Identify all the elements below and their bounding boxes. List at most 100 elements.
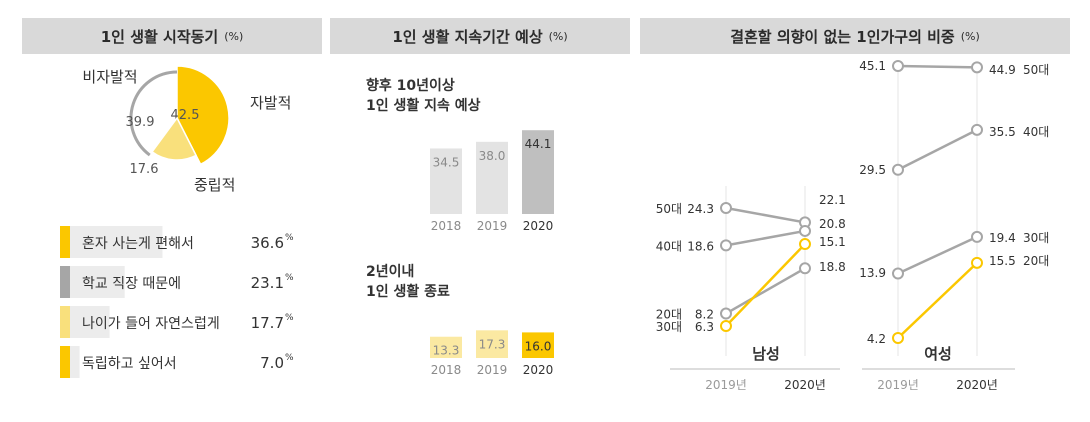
series-point [799,262,811,275]
bar-value-label: 23.1 [251,274,284,292]
x-axis-label: 2020년 [784,378,826,392]
series-point [892,267,904,280]
series-name-label: 50대 [656,202,682,216]
series-point [892,163,904,176]
point-value-label: 18.6 [687,239,714,253]
series-point [720,202,732,214]
panel3-title: 결혼할 의향이 없는 1인가구의 비중 [730,27,955,46]
panel1-unit: (%) [224,29,244,43]
duration-short-title-line1: 2년이내 [366,264,415,280]
series-line [897,261,978,339]
series-name-label: 40대 [656,239,682,253]
x-axis-label: 2019년 [705,378,747,392]
column-bar [522,332,554,358]
duration-long-bar-chart: 34.5 2018 38.0 2019 44.1 2020 [430,130,554,233]
column-bar [522,130,554,214]
duration-short-title-line2: 1인 생활 종료 [366,284,450,300]
bar-category-label: 나이가 들어 자연스럽게 [82,316,220,332]
x-axis-label: 2020년 [956,378,998,392]
duration-short-bar-chart: 13.3 2018 17.3 2019 16.0 2020 [430,330,554,377]
bar-value-suffix: % [285,273,294,283]
series-line [897,64,978,69]
bar-value-suffix: % [285,233,294,243]
bar-background [60,266,125,298]
series-point [971,256,983,269]
panel3-unit: (%) [960,29,980,43]
duration-long-title-line1: 향후 10년이상 [366,78,455,94]
column-category-label: 2018 [431,219,462,233]
column-value-label: 44.1 [525,137,552,151]
series-line [897,128,978,171]
panel1-header: 1인 생활 시작동기 (%) [22,18,322,54]
point-value-label: 35.5 [989,125,1016,139]
series-point [799,224,811,237]
pie-category-label: 자발적 [250,94,291,112]
pie-category-label: 중립적 [194,176,235,194]
male-title: 남성 [752,345,780,363]
no-marriage-slope-chart: 24.3 50대 22.1 18.6 40대 20.8 8.2 20대 15.1 6.3 30대 18… [656,59,1050,392]
point-value-label: 44.9 [989,63,1016,77]
column-bar [476,141,508,214]
bar-accent [60,226,70,258]
panel3-header: 결혼할 의향이 없는 1인가구의 비중 (%) [640,18,1070,54]
point-value-label: 22.1 [819,193,846,207]
column-bar [476,330,508,358]
bar-value-suffix: % [285,353,294,363]
series-name-label: 20대 [1023,254,1049,268]
point-value-label: 18.8 [819,260,846,274]
bar-value-label: 36.6 [251,234,284,252]
series-point [892,332,904,344]
bar-background [60,226,163,258]
duration-short-title: 2년이내 1인 생활 종료 [366,262,450,302]
series-line [897,235,978,275]
column-value-label: 34.5 [433,155,460,169]
point-value-label: 8.2 [695,308,714,322]
series-line [725,243,806,327]
point-value-label: 29.5 [859,163,886,177]
column-value-label: 13.3 [433,344,460,358]
series-name-label: 30대 [656,320,682,334]
column-bar [430,336,462,358]
bar-category-label: 혼자 사는게 편해서 [82,236,194,252]
point-value-label: 45.1 [859,59,886,73]
point-value-label: 24.3 [687,202,714,216]
x-axis-label: 2019년 [877,378,919,392]
series-point [971,230,983,243]
point-value-label: 15.1 [819,235,846,249]
series-line [725,229,806,247]
motive-bar-chart: 혼자 사는게 편해서 36.6 % 학교 직장 때문에 23.1 % 나이가 들어 자연스럽… [60,226,294,378]
bar-category-label: 학교 직장 때문에 [82,276,181,292]
series-point [799,238,811,251]
column-value-label: 17.3 [479,337,506,351]
column-category-label: 2018 [431,363,462,377]
series-point [720,307,732,320]
bar-accent [60,306,70,338]
column-bar [430,148,462,214]
column-category-label: 2020 [523,219,554,233]
pie-category-label: 비자발적 [82,68,137,86]
bar-category-label: 독립하고 싶어서 [82,356,177,372]
column-category-label: 2019 [477,363,508,377]
series-point [720,239,732,252]
bar-value-label: 7.0 [260,354,284,372]
series-name-label: 40대 [1023,125,1049,139]
bar-value-suffix: % [285,313,294,323]
bar-accent [60,266,70,298]
panel1-title: 1인 생활 시작동기 [100,27,219,46]
series-name-label: 20대 [656,308,682,322]
column-category-label: 2019 [477,219,508,233]
bar-accent [60,346,70,378]
panel2-header: 1인 생활 지속기간 예상 (%) [330,18,630,54]
series-point [971,61,983,74]
column-value-label: 38.0 [479,149,506,163]
panel2-unit: (%) [548,29,568,43]
panel2-title: 1인 생활 지속기간 예상 [392,27,543,46]
series-line [725,206,806,224]
series-point [720,320,732,332]
pie-value-label: 39.9 [126,115,155,130]
point-value-label: 15.5 [989,254,1016,268]
point-value-label: 19.4 [989,231,1016,245]
series-name-label: 50대 [1023,63,1049,77]
